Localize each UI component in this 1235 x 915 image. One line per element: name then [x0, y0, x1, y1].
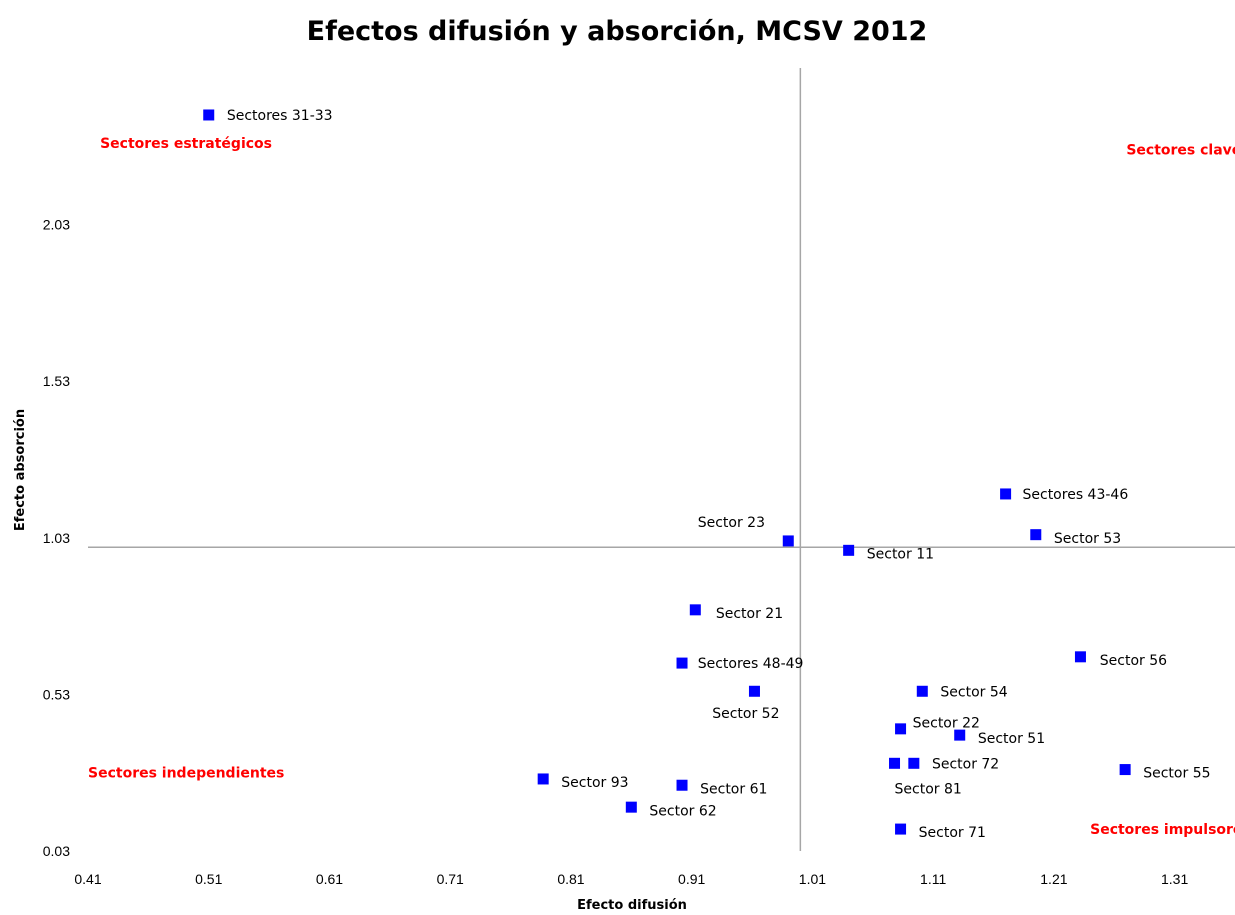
quadrant-label: Sectores independientes [88, 766, 284, 782]
data-point-marker [676, 657, 688, 669]
y-tick-label: 0.03 [43, 843, 70, 859]
x-tick-label: 0.81 [557, 871, 584, 887]
x-tick-label: 0.91 [678, 871, 705, 887]
data-point-marker [1119, 764, 1131, 776]
x-tick-label: 0.51 [195, 871, 222, 887]
data-point-marker [916, 685, 928, 697]
data-point-label: Sectores 48-49 [698, 656, 804, 672]
quadrant-label: Sectores clave [1126, 142, 1235, 158]
reference-lines [88, 68, 1235, 851]
x-tick-label: 1.11 [920, 871, 946, 887]
x-tick-label: 1.01 [799, 871, 826, 887]
data-point-label: Sector 11 [867, 546, 934, 562]
x-tick-label: 0.71 [437, 871, 464, 887]
y-tick-label: 1.03 [43, 530, 70, 546]
data-point-label: Sector 55 [1143, 766, 1210, 782]
data-point-marker [676, 779, 688, 791]
data-point-label: Sector 62 [649, 803, 716, 819]
data-point-label: Sector 93 [561, 775, 628, 791]
y-tick-label: 2.03 [43, 217, 70, 233]
data-point-marker [843, 544, 855, 556]
data-point-label: Sector 51 [978, 731, 1045, 747]
data-point-label: Sectores 43-46 [1023, 487, 1129, 503]
data-point-label: Sector 72 [932, 756, 999, 772]
data-point-label: Sector 52 [712, 706, 779, 722]
data-point-label: Sector 23 [698, 515, 765, 531]
quadrant-label: Sectores estratégicos [100, 136, 272, 152]
data-point-label: Sectores 31-33 [227, 108, 333, 124]
x-tick-label: 1.31 [1161, 871, 1188, 887]
data-point-label: Sector 81 [895, 781, 962, 797]
x-axis-title: Efecto difusión [577, 898, 687, 913]
x-tick-label: 0.41 [74, 871, 101, 887]
quadrant-label: Sectores impulsores [1090, 822, 1235, 838]
y-tick-labels: 0.03 0.53 1.03 1.53 2.03 [43, 217, 70, 859]
data-point-marker [1074, 651, 1086, 663]
data-point-marker [537, 773, 549, 785]
x-tick-labels: 0.41 0.51 0.61 0.71 0.81 0.91 1.01 1.11 1.21 1.31 [74, 871, 1188, 887]
y-axis-title: Efecto absorción [13, 409, 28, 531]
data-point-marker [203, 109, 215, 121]
data-point-marker [954, 729, 966, 741]
data-point-label: Sector 71 [919, 825, 986, 841]
data-point-marker [889, 757, 901, 769]
data-point-marker [895, 723, 907, 735]
data-point-label: Sector 53 [1054, 531, 1121, 547]
data-point-marker [625, 801, 637, 813]
data-point-marker [748, 685, 760, 697]
data-point-marker [895, 823, 907, 835]
x-tick-label: 0.61 [316, 871, 343, 887]
chart-title: Efectos difusión y absorción, MCSV 2012 [307, 16, 928, 47]
data-point-label: Sector 61 [700, 781, 767, 797]
data-point-marker [782, 535, 794, 547]
y-tick-label: 1.53 [43, 373, 70, 389]
data-point-marker [1000, 488, 1012, 500]
data-point-marker [908, 757, 920, 769]
data-point-label: Sector 21 [716, 606, 783, 622]
data-point-marker [689, 604, 701, 616]
x-tick-label: 1.21 [1040, 871, 1067, 887]
data-point-marker [1030, 529, 1042, 541]
data-point-label: Sector 54 [940, 684, 1007, 700]
y-tick-label: 0.53 [43, 686, 70, 702]
quadrant-labels: Sectores estratégicos Sectores clave Secto… [88, 136, 1235, 838]
data-points: Sectores 31-33 Sectores 43-46 Sector 53 Sec… [203, 108, 1211, 841]
data-point-label: Sector 22 [913, 716, 980, 732]
data-point-label: Sector 56 [1100, 653, 1167, 669]
